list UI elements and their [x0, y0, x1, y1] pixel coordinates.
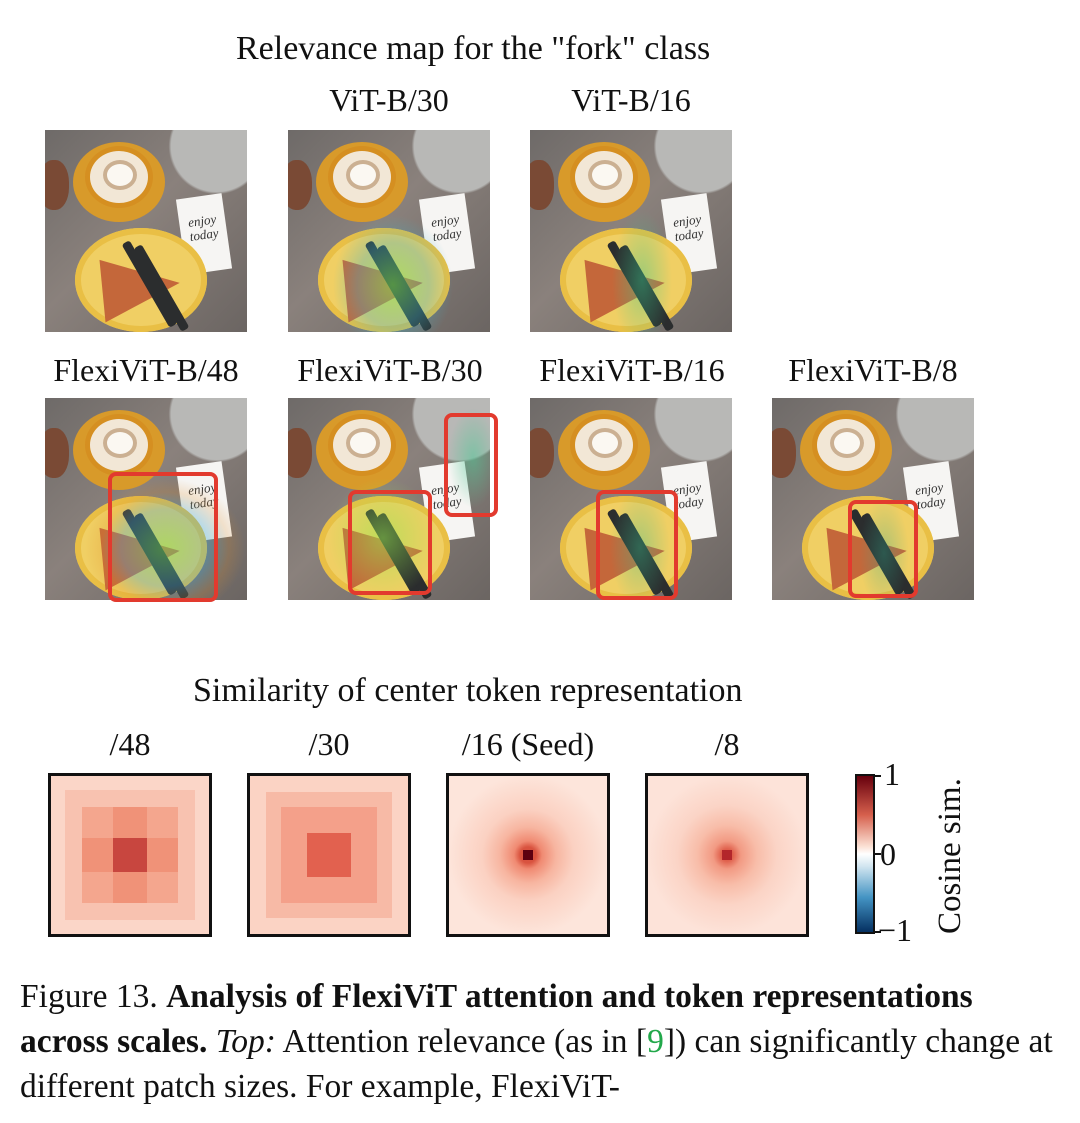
- caption-text-after-ref: ]) can significantly change at different…: [20, 1023, 1053, 1105]
- sim-label-30: /30: [308, 726, 350, 762]
- photo-vit-b16: enjoy today: [530, 130, 732, 332]
- label-flexivit-b48: FlexiViT-B/48: [53, 352, 239, 388]
- label-vit-b30: ViT-B/30: [329, 82, 449, 118]
- label-vit-b16: ViT-B/16: [571, 82, 691, 118]
- colorbar-tick-label-0: 0: [880, 836, 896, 872]
- caption-fig-label: Figure 13.: [20, 978, 158, 1015]
- highlight-box-b30-plate: [348, 490, 432, 595]
- colorbar-tick-bottom: [873, 931, 881, 933]
- sim-heatmap-8: [645, 773, 809, 937]
- photo-vit-b30: enjoy today: [288, 130, 490, 332]
- label-flexivit-b8: FlexiViT-B/8: [788, 352, 958, 388]
- colorbar-tick-label-1: 1: [884, 756, 900, 792]
- caption-bold-title: Analysis of FlexiViT attention and token…: [20, 978, 973, 1060]
- colorbar-tick-label-minus1: −1: [878, 912, 913, 948]
- citation-link[interactable]: 9: [647, 1023, 664, 1060]
- colorbar-tick-top: [873, 775, 881, 777]
- highlight-box-b8: [848, 500, 918, 598]
- colorbar-tick-mid: [873, 853, 881, 855]
- sim-heatmap-30: [247, 773, 411, 937]
- photo-original: enjoy today: [45, 130, 247, 332]
- highlight-box-b16: [596, 490, 678, 600]
- colorbar: [855, 774, 875, 934]
- highlight-box-b48: [108, 472, 218, 602]
- sim-label-8: /8: [714, 726, 740, 762]
- similarity-title: Similarity of center token representatio…: [193, 672, 743, 709]
- label-flexivit-b30: FlexiViT-B/30: [297, 352, 483, 388]
- sim-heatmap-16-seed: [446, 773, 610, 937]
- highlight-box-b30-card: [444, 413, 498, 517]
- relevance-title: Relevance map for the "fork" class: [236, 30, 711, 67]
- figure-caption: Figure 13. Analysis of FlexiViT attentio…: [20, 974, 1065, 1109]
- label-flexivit-b16: FlexiViT-B/16: [539, 352, 725, 388]
- sim-label-16-seed: /16 (Seed): [461, 726, 595, 762]
- caption-top-label: Top:: [215, 1023, 276, 1060]
- caption-text-before-ref: Attention relevance (as in [: [282, 1023, 648, 1060]
- sim-label-48: /48: [109, 726, 151, 762]
- sim-heatmap-48: [48, 773, 212, 937]
